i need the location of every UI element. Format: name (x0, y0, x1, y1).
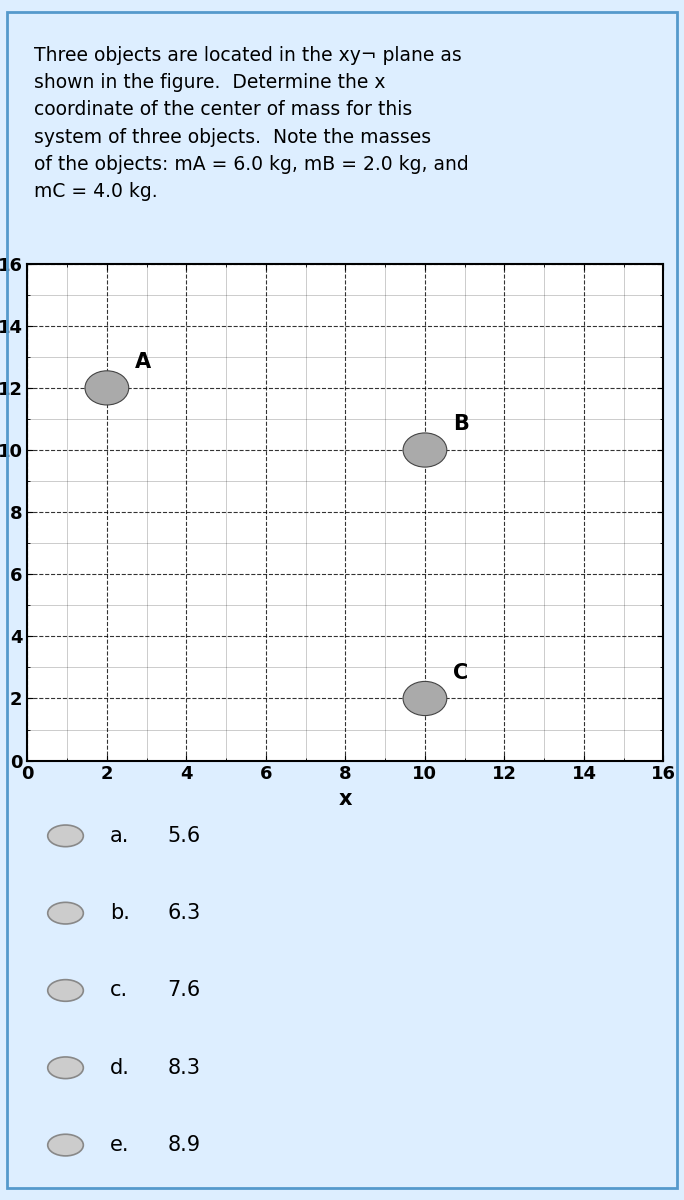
Text: b.: b. (110, 904, 130, 923)
Circle shape (48, 1057, 83, 1079)
Circle shape (48, 979, 83, 1001)
Circle shape (85, 371, 129, 404)
Circle shape (403, 682, 447, 715)
Text: a.: a. (110, 826, 129, 846)
Circle shape (48, 826, 83, 847)
X-axis label: x: x (339, 790, 352, 809)
Circle shape (48, 902, 83, 924)
Text: Three objects are located in the xy¬ plane as
shown in the figure.  Determine th: Three objects are located in the xy¬ pla… (34, 46, 469, 202)
Text: d.: d. (110, 1057, 130, 1078)
Text: 6.3: 6.3 (168, 904, 200, 923)
Text: c.: c. (110, 980, 128, 1001)
Circle shape (403, 433, 447, 467)
Text: e.: e. (110, 1135, 129, 1156)
Text: B: B (453, 414, 469, 434)
Text: 8.3: 8.3 (168, 1057, 200, 1078)
Text: A: A (135, 353, 151, 372)
Text: C: C (453, 662, 468, 683)
Text: 5.6: 5.6 (168, 826, 200, 846)
Text: 8.9: 8.9 (168, 1135, 200, 1156)
Circle shape (48, 1134, 83, 1156)
Text: 7.6: 7.6 (168, 980, 200, 1001)
